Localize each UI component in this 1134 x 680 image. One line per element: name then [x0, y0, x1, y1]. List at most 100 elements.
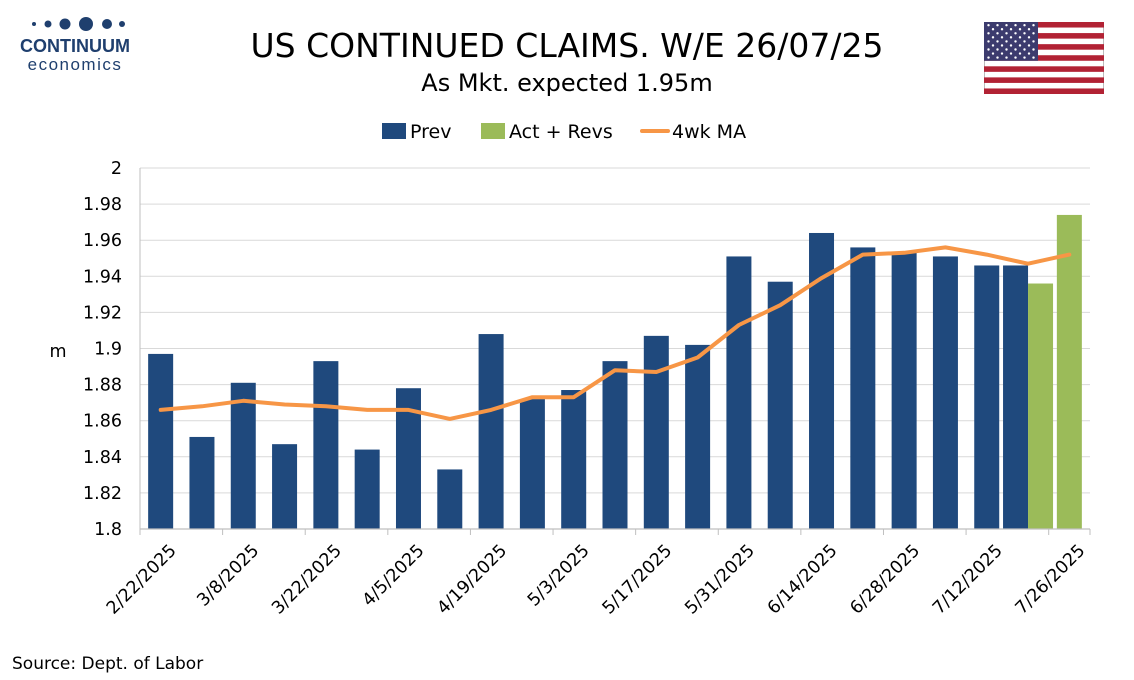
logo-dot: [119, 21, 125, 27]
flag-star: [1027, 28, 1031, 31]
us-flag-icon: [984, 22, 1104, 94]
legend-label: 4wk MA: [672, 121, 746, 143]
bar-act: [1028, 283, 1054, 529]
bar-prev: [643, 335, 669, 529]
y-tick-label: 1.92: [83, 303, 122, 323]
flag-star: [1023, 48, 1026, 51]
x-tick-label: 7/12/2025: [929, 541, 1007, 619]
flag-star: [1023, 24, 1026, 27]
flag-star: [1032, 48, 1035, 51]
bar-prev: [230, 382, 256, 529]
flag-star: [996, 32, 999, 35]
legend-label: Prev: [410, 121, 451, 143]
flag-star: [1032, 32, 1035, 35]
x-tick-label: 3/22/2025: [268, 541, 346, 619]
y-axis-label: m: [49, 342, 66, 362]
bar-prev: [148, 353, 174, 529]
flag-star: [996, 48, 999, 51]
flag-star: [1014, 56, 1017, 59]
flag-star: [1023, 56, 1026, 59]
flag-stripes: [984, 22, 1104, 94]
flag-star: [1018, 52, 1022, 55]
logo-dot: [79, 17, 93, 31]
y-tick-label: 1.86: [83, 412, 122, 432]
flag-star: [1009, 52, 1013, 55]
flag-star: [1000, 28, 1004, 31]
x-tick-label: 6/28/2025: [847, 541, 925, 619]
y-tick-label: 2: [111, 159, 122, 179]
flag-star: [987, 32, 990, 35]
flag-star: [1032, 40, 1035, 43]
flag-star: [1027, 52, 1031, 55]
flag-star: [996, 24, 999, 27]
y-tick-label: 1.84: [83, 448, 122, 468]
flag-star: [1018, 28, 1022, 31]
logo-dot: [59, 18, 71, 30]
flag-stars: [987, 24, 1035, 59]
bar-prev: [478, 334, 504, 529]
series-act-bars: [1028, 214, 1082, 529]
y-tick-label: 1.82: [83, 484, 122, 504]
y-tick-label: 1.8: [94, 520, 122, 540]
y-tick-label: 1.98: [83, 195, 122, 215]
x-tick-label: 3/8/2025: [194, 541, 264, 611]
flag-star: [1014, 40, 1017, 43]
axes: [139, 168, 1091, 535]
line-4wk-ma: [158, 245, 1072, 421]
bar-prev: [189, 436, 215, 529]
flag-star: [1018, 44, 1022, 47]
chart-title: US CONTINUED CLAIMS. W/E 26/07/25: [250, 26, 884, 65]
continuum-economics-logo: CONTINUUM economics: [14, 14, 134, 76]
x-tick-label: 7/26/2025: [1012, 541, 1090, 619]
logo-dot: [32, 22, 36, 26]
flag-star: [987, 24, 990, 27]
bar-prev: [891, 252, 917, 529]
bar-prev: [685, 344, 711, 529]
flag-star: [1005, 56, 1008, 59]
flag-star: [996, 40, 999, 43]
flag-star: [1014, 32, 1017, 35]
flag-star: [1027, 36, 1031, 39]
series-4wk-ma-line: [158, 245, 1072, 421]
flag-star: [1000, 44, 1004, 47]
y-tick-label: 1.88: [83, 376, 122, 396]
bar-prev: [1003, 265, 1029, 529]
bar-prev: [850, 247, 876, 530]
flag-star: [1005, 40, 1008, 43]
flag-star: [1000, 52, 1004, 55]
x-tick-labels: 2/22/2025 3/8/2025 3/22/2025 4/5/2025 4/19/2…: [103, 541, 1089, 619]
flag-star: [1027, 44, 1031, 47]
flag-star: [1014, 24, 1017, 27]
x-tick-label: 2/22/2025: [103, 541, 181, 619]
legend-swatch: [382, 123, 406, 139]
flag-star: [1009, 28, 1013, 31]
y-tick-label: 1.9: [94, 340, 122, 360]
bar-prev: [932, 256, 958, 529]
bar-prev: [726, 256, 752, 529]
logo-dots-icon: [32, 17, 125, 31]
bar-prev: [272, 444, 298, 529]
flag-star: [991, 36, 995, 39]
flag-star: [1009, 36, 1013, 39]
flag-star: [1023, 32, 1026, 35]
legend-swatch: [481, 123, 505, 139]
flag-star: [1032, 24, 1035, 27]
bar-prev: [974, 265, 1000, 529]
flag-star: [1018, 36, 1022, 39]
flag-star: [991, 52, 995, 55]
legend: Prev Act + Revs 4wk MA: [382, 121, 746, 143]
flag-star: [991, 44, 995, 47]
bar-prev: [519, 399, 545, 529]
flag-star: [987, 56, 990, 59]
logo-name: CONTINUUM: [20, 36, 130, 56]
source-note: Source: Dept. of Labor: [12, 654, 204, 674]
flag-star: [1009, 44, 1013, 47]
bar-prev: [767, 281, 793, 529]
bar-act: [1056, 214, 1082, 529]
x-tick-label: 5/17/2025: [599, 541, 677, 619]
y-tick-label: 1.94: [83, 267, 122, 287]
flag-star: [1005, 48, 1008, 51]
logo-subtitle: economics: [27, 55, 123, 74]
flag-star: [987, 48, 990, 51]
